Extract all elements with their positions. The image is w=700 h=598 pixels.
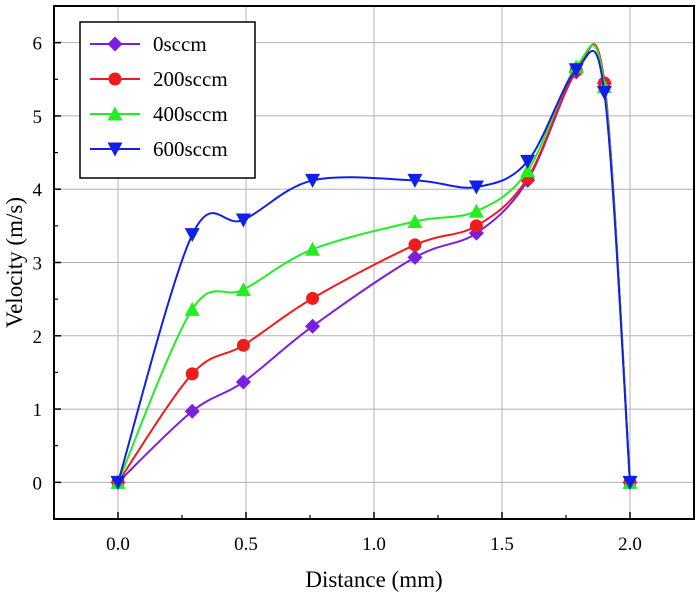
- y-axis-label: Velocity (m/s): [2, 197, 27, 328]
- legend-marker: [107, 106, 123, 121]
- data-point: [468, 203, 484, 218]
- legend-item: 600sccm: [90, 137, 228, 161]
- x-tick-label: 0.5: [234, 534, 258, 555]
- y-tick-label: 5: [33, 107, 43, 128]
- data-point: [110, 475, 126, 490]
- legend-label: 400sccm: [153, 102, 228, 126]
- y-tick-label: 2: [33, 327, 43, 348]
- data-point: [568, 63, 584, 78]
- y-tick-label: 0: [33, 473, 43, 494]
- data-point: [596, 85, 612, 100]
- legend-label: 0sccm: [153, 32, 207, 56]
- y-tick-label: 4: [33, 180, 43, 201]
- y-tick-label: 3: [33, 254, 43, 275]
- data-point: [468, 180, 484, 195]
- data-point: [305, 318, 321, 334]
- data-point: [407, 213, 423, 228]
- x-axis-label: Distance (mm): [305, 567, 442, 592]
- data-point: [407, 173, 423, 188]
- legend-item: 400sccm: [90, 102, 228, 126]
- data-point: [622, 475, 638, 490]
- data-point: [407, 249, 423, 265]
- legend-marker: [107, 142, 123, 157]
- data-point: [520, 154, 536, 169]
- data-point: [469, 219, 483, 233]
- data-point: [235, 213, 251, 228]
- x-tick-label: 0.0: [106, 534, 130, 555]
- legend-label: 200sccm: [153, 67, 228, 91]
- axis-ticks: 0.0 0.5 1.0 1.5 2.0 0 1 2 3 4 5 6: [33, 5, 695, 555]
- data-point: [305, 173, 321, 188]
- legend-marker: [108, 72, 122, 86]
- legend-label: 600sccm: [153, 137, 228, 161]
- legend: 0sccm 200sccm 400sccm 600sccm: [79, 21, 256, 179]
- y-tick-label: 6: [33, 34, 43, 55]
- data-point: [305, 241, 321, 256]
- series-600sccm: [110, 50, 638, 490]
- x-tick-label: 2.0: [618, 534, 642, 555]
- data-point: [235, 282, 251, 297]
- data-point: [235, 374, 251, 390]
- data-point: [236, 338, 250, 352]
- series-layer: [110, 43, 638, 490]
- y-tick-label: 1: [33, 400, 43, 421]
- data-point: [185, 367, 199, 381]
- data-point: [306, 291, 320, 305]
- legend-marker: [107, 36, 123, 52]
- legend-item: 200sccm: [90, 67, 228, 91]
- data-point: [184, 403, 200, 419]
- data-point: [184, 228, 200, 243]
- x-tick-label: 1.0: [362, 534, 386, 555]
- data-point: [184, 301, 200, 316]
- legend-box: [79, 21, 256, 179]
- data-point: [408, 238, 422, 252]
- x-tick-label: 1.5: [490, 534, 514, 555]
- legend-item: 0sccm: [90, 32, 207, 56]
- data-point: [520, 163, 536, 178]
